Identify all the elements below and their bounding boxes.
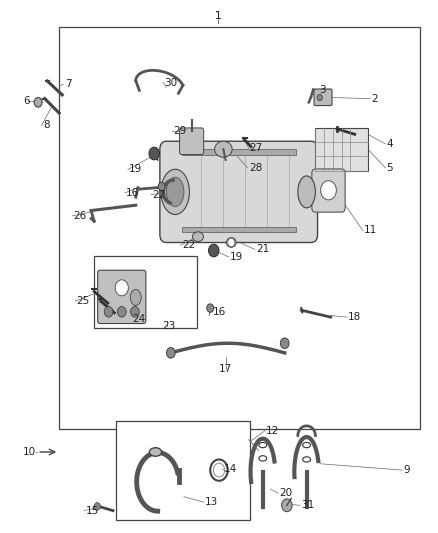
Text: 12: 12 bbox=[266, 426, 279, 435]
Text: 8: 8 bbox=[43, 120, 49, 130]
Text: 20: 20 bbox=[279, 488, 293, 498]
Text: 22: 22 bbox=[152, 190, 166, 199]
Circle shape bbox=[282, 499, 292, 512]
FancyBboxPatch shape bbox=[98, 270, 146, 324]
Circle shape bbox=[131, 306, 139, 317]
Text: 27: 27 bbox=[250, 143, 263, 153]
Circle shape bbox=[208, 244, 219, 257]
Text: 7: 7 bbox=[65, 79, 71, 89]
Circle shape bbox=[149, 147, 159, 160]
Bar bbox=[59, 27, 420, 429]
Circle shape bbox=[207, 304, 214, 312]
Text: 24: 24 bbox=[132, 314, 145, 324]
Bar bbox=[315, 128, 368, 171]
Text: 11: 11 bbox=[364, 225, 377, 235]
Text: 19: 19 bbox=[230, 252, 243, 262]
Ellipse shape bbox=[149, 448, 162, 456]
Ellipse shape bbox=[193, 232, 203, 241]
FancyBboxPatch shape bbox=[312, 169, 345, 212]
Circle shape bbox=[280, 338, 289, 349]
Text: 16: 16 bbox=[212, 307, 226, 317]
Text: 19: 19 bbox=[129, 165, 142, 174]
Text: 13: 13 bbox=[205, 497, 218, 507]
Text: 17: 17 bbox=[219, 364, 232, 374]
Text: 15: 15 bbox=[85, 506, 99, 515]
Text: 28: 28 bbox=[249, 163, 262, 173]
Text: 4: 4 bbox=[386, 139, 393, 149]
Text: 9: 9 bbox=[403, 465, 410, 475]
Circle shape bbox=[158, 182, 165, 191]
Bar bbox=[116, 421, 250, 520]
Bar bbox=[94, 256, 197, 328]
Text: 5: 5 bbox=[386, 163, 393, 173]
FancyBboxPatch shape bbox=[180, 128, 204, 155]
Circle shape bbox=[317, 94, 322, 101]
Ellipse shape bbox=[161, 169, 190, 214]
Circle shape bbox=[94, 503, 100, 510]
Bar bbox=[182, 149, 296, 155]
Circle shape bbox=[321, 181, 336, 200]
Text: 26: 26 bbox=[74, 211, 87, 221]
Ellipse shape bbox=[166, 177, 184, 207]
Text: 25: 25 bbox=[77, 296, 90, 306]
Circle shape bbox=[166, 348, 175, 358]
Text: 16: 16 bbox=[126, 188, 139, 198]
Text: 3: 3 bbox=[319, 85, 325, 94]
Circle shape bbox=[117, 306, 126, 317]
Ellipse shape bbox=[226, 238, 236, 247]
Text: 10: 10 bbox=[23, 447, 36, 457]
Text: 6: 6 bbox=[23, 96, 29, 106]
Text: 31: 31 bbox=[301, 500, 314, 510]
Bar bbox=[182, 227, 296, 232]
Ellipse shape bbox=[215, 141, 232, 157]
Text: 2: 2 bbox=[371, 94, 378, 103]
Text: 22: 22 bbox=[182, 240, 195, 250]
Text: 1: 1 bbox=[215, 11, 222, 21]
Text: 18: 18 bbox=[348, 312, 361, 322]
Circle shape bbox=[115, 280, 128, 296]
Ellipse shape bbox=[298, 176, 315, 208]
Text: 1: 1 bbox=[215, 11, 222, 21]
Circle shape bbox=[104, 306, 113, 317]
Ellipse shape bbox=[131, 289, 141, 305]
Text: 30: 30 bbox=[164, 78, 177, 87]
Text: 23: 23 bbox=[162, 321, 175, 331]
Circle shape bbox=[34, 98, 42, 107]
Text: 29: 29 bbox=[173, 126, 186, 135]
Text: 21: 21 bbox=[256, 245, 269, 254]
Text: 14: 14 bbox=[223, 464, 237, 474]
Circle shape bbox=[228, 238, 235, 247]
FancyBboxPatch shape bbox=[314, 89, 332, 106]
FancyBboxPatch shape bbox=[160, 141, 318, 243]
